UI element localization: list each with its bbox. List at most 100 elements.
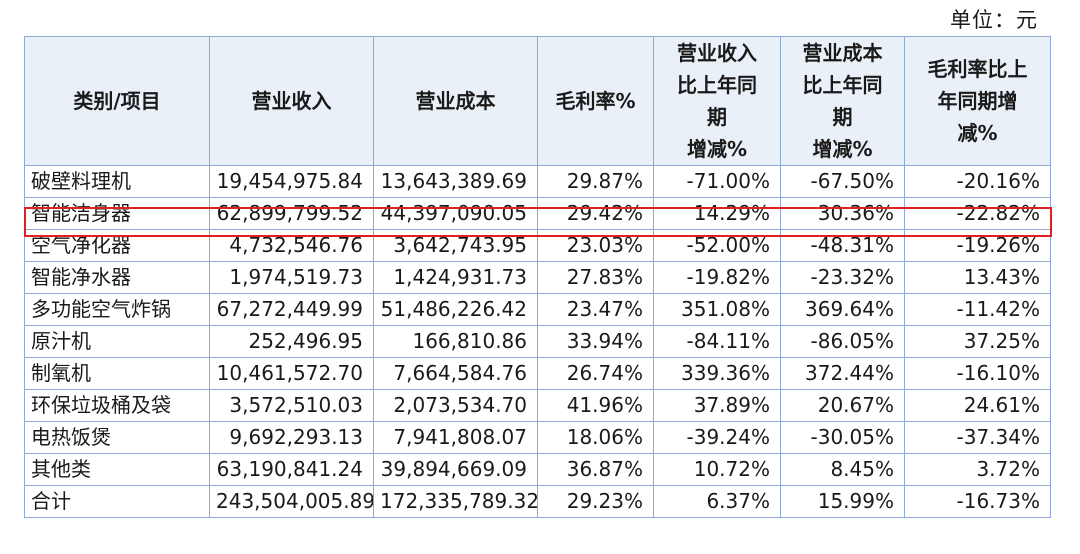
cell-margin-change: -19.26% bbox=[904, 229, 1051, 262]
cell-revenue: 9,692,293.13 bbox=[209, 421, 374, 454]
cell-margin: 18.06% bbox=[537, 421, 654, 454]
cell-margin-change: -37.34% bbox=[904, 421, 1051, 454]
cell-cost: 172,335,789.32 bbox=[373, 485, 538, 518]
header-line: 年同期增 bbox=[937, 89, 1018, 113]
cell-cost-change: 372.44% bbox=[780, 357, 905, 390]
table-row: 原汁机 252,496.95 166,810.86 33.94% -84.11%… bbox=[24, 325, 1051, 358]
table-row: 破壁料理机 19,454,975.84 13,643,389.69 29.87%… bbox=[24, 165, 1051, 198]
cell-revenue-change: 339.36% bbox=[653, 357, 781, 390]
table-row: 多功能空气炸锅 67,272,449.99 51,486,226.42 23.4… bbox=[24, 293, 1051, 326]
cell-category: 空气净化器 bbox=[24, 229, 210, 262]
header-revenue-change: 营业收入 比上年同 期 增减% bbox=[653, 36, 781, 166]
cell-margin: 26.74% bbox=[537, 357, 654, 390]
cell-margin: 23.47% bbox=[537, 293, 654, 326]
table-row-highlighted: 智能洁身器 62,899,799.52 44,397,090.05 29.42%… bbox=[24, 197, 1051, 230]
table-row: 制氧机 10,461,572.70 7,664,584.76 26.74% 33… bbox=[24, 357, 1051, 390]
cell-margin-change: -16.73% bbox=[904, 485, 1051, 518]
cell-margin: 29.23% bbox=[537, 485, 654, 518]
header-line: 毛利率比上 bbox=[927, 57, 1028, 81]
cell-revenue-change: -52.00% bbox=[653, 229, 781, 262]
header-line: 营业成本 bbox=[802, 41, 883, 65]
cell-revenue-change: 14.29% bbox=[653, 197, 781, 230]
header-line: 增减% bbox=[686, 137, 748, 161]
cell-cost-change: 8.45% bbox=[780, 453, 905, 486]
header-line: 营业收入 bbox=[677, 41, 757, 65]
cell-cost: 13,643,389.69 bbox=[373, 165, 538, 198]
cell-cost: 39,894,669.09 bbox=[373, 453, 538, 486]
header-line: 减% bbox=[957, 121, 998, 145]
cell-cost: 166,810.86 bbox=[373, 325, 538, 358]
cell-revenue-change: -71.00% bbox=[653, 165, 781, 198]
header-margin-change: 毛利率比上 年同期增 减% bbox=[904, 36, 1051, 166]
cell-revenue-change: -84.11% bbox=[653, 325, 781, 358]
header-line: 期 bbox=[832, 105, 853, 129]
header-line: 增减% bbox=[812, 137, 873, 161]
cell-cost: 7,664,584.76 bbox=[373, 357, 538, 390]
cell-margin-change: -16.10% bbox=[904, 357, 1051, 390]
cell-revenue-change: -39.24% bbox=[653, 421, 781, 454]
cell-cost: 1,424,931.73 bbox=[373, 261, 538, 294]
cell-revenue-change: 37.89% bbox=[653, 389, 781, 422]
cell-category: 制氧机 bbox=[24, 357, 210, 390]
cell-revenue: 1,974,519.73 bbox=[209, 261, 374, 294]
cell-margin-change: 3.72% bbox=[904, 453, 1051, 486]
header-margin: 毛利率% bbox=[537, 36, 654, 166]
header-line: 期 bbox=[707, 105, 727, 129]
cell-margin: 27.83% bbox=[537, 261, 654, 294]
cell-cost-change: 15.99% bbox=[780, 485, 905, 518]
cell-margin: 29.87% bbox=[537, 165, 654, 198]
header-category: 类别/项目 bbox=[24, 36, 210, 166]
header-revenue: 营业收入 bbox=[209, 36, 374, 166]
table-row: 智能净水器 1,974,519.73 1,424,931.73 27.83% -… bbox=[24, 261, 1051, 294]
cell-cost-change: -67.50% bbox=[780, 165, 905, 198]
cell-cost-change: 369.64% bbox=[780, 293, 905, 326]
table-row: 环保垃圾桶及袋 3,572,510.03 2,073,534.70 41.96%… bbox=[24, 389, 1051, 422]
header-cost-change: 营业成本 比上年同 期 增减% bbox=[780, 36, 905, 166]
cell-margin: 23.03% bbox=[537, 229, 654, 262]
cell-revenue: 10,461,572.70 bbox=[209, 357, 374, 390]
cell-revenue: 3,572,510.03 bbox=[209, 389, 374, 422]
table-row: 电热饭煲 9,692,293.13 7,941,808.07 18.06% -3… bbox=[24, 421, 1051, 454]
cell-revenue: 4,732,546.76 bbox=[209, 229, 374, 262]
cell-margin: 29.42% bbox=[537, 197, 654, 230]
cell-cost-change: -86.05% bbox=[780, 325, 905, 358]
cell-revenue: 252,496.95 bbox=[209, 325, 374, 358]
cell-margin-change: 24.61% bbox=[904, 389, 1051, 422]
cell-category: 智能洁身器 bbox=[24, 197, 210, 230]
cell-margin: 41.96% bbox=[537, 389, 654, 422]
cell-revenue-change: 351.08% bbox=[653, 293, 781, 326]
cell-margin-change: 37.25% bbox=[904, 325, 1051, 358]
cell-revenue: 63,190,841.24 bbox=[209, 453, 374, 486]
cell-margin-change: -11.42% bbox=[904, 293, 1051, 326]
cell-cost-change: -23.32% bbox=[780, 261, 905, 294]
table-row: 空气净化器 4,732,546.76 3,642,743.95 23.03% -… bbox=[24, 229, 1051, 262]
cell-category: 电热饭煲 bbox=[24, 421, 210, 454]
cell-margin-change: -20.16% bbox=[904, 165, 1051, 198]
cell-category: 环保垃圾桶及袋 bbox=[24, 389, 210, 422]
cell-revenue: 243,504,005.89 bbox=[209, 485, 374, 518]
cell-category: 原汁机 bbox=[24, 325, 210, 358]
unit-label: 单位：元 bbox=[950, 8, 1038, 32]
cell-category: 破壁料理机 bbox=[24, 165, 210, 198]
cell-cost-change: -48.31% bbox=[780, 229, 905, 262]
cell-margin: 36.87% bbox=[537, 453, 654, 486]
cell-cost: 44,397,090.05 bbox=[373, 197, 538, 230]
cell-category: 智能净水器 bbox=[24, 261, 210, 294]
cell-revenue: 67,272,449.99 bbox=[209, 293, 374, 326]
cell-revenue: 62,899,799.52 bbox=[209, 197, 374, 230]
cell-category: 多功能空气炸锅 bbox=[24, 293, 210, 326]
cell-margin: 33.94% bbox=[537, 325, 654, 358]
financial-table: 类别/项目 营业收入 营业成本 毛利率% 营业收入 比上年同 期 增减% 营业成… bbox=[24, 36, 1051, 518]
header-line: 比上年同 bbox=[802, 73, 883, 97]
cell-cost-change: 20.67% bbox=[780, 389, 905, 422]
cell-revenue: 19,454,975.84 bbox=[209, 165, 374, 198]
header-line: 比上年同 bbox=[677, 73, 757, 97]
cell-cost: 3,642,743.95 bbox=[373, 229, 538, 262]
cell-cost-change: 30.36% bbox=[780, 197, 905, 230]
header-cost: 营业成本 bbox=[373, 36, 538, 166]
table-row-total: 合计 243,504,005.89 172,335,789.32 29.23% … bbox=[24, 485, 1051, 518]
cell-revenue-change: -19.82% bbox=[653, 261, 781, 294]
cell-cost: 2,073,534.70 bbox=[373, 389, 538, 422]
cell-revenue-change: 6.37% bbox=[653, 485, 781, 518]
header-row: 类别/项目 营业收入 营业成本 毛利率% 营业收入 比上年同 期 增减% 营业成… bbox=[24, 36, 1051, 166]
